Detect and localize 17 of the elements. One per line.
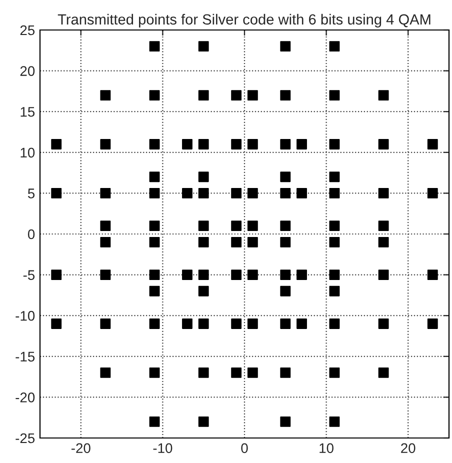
x-tick-label: 20 [401, 443, 416, 454]
chart-title: Transmitted points for Silver code with 6 bits using 4 QAM [58, 14, 430, 28]
y-tick-label: 0 [28, 229, 35, 240]
y-tick-label: -25 [16, 433, 35, 444]
y-tick-label: 15 [20, 107, 35, 117]
y-tick-label: -5 [23, 270, 35, 280]
y-tick-label: 5 [28, 188, 35, 198]
x-tick-label: 10 [320, 443, 334, 454]
y-tick-label: -20 [16, 392, 35, 402]
y-tick-label: -15 [16, 352, 35, 362]
x-tick-label: -10 [153, 443, 172, 454]
x-tick-label: -20 [71, 443, 90, 454]
y-tick-label: 25 [20, 25, 35, 36]
y-tick-label: -10 [16, 310, 35, 321]
y-tick-label: 10 [20, 148, 35, 158]
x-tick-label: 0 [241, 443, 248, 454]
y-tick-label: 20 [20, 66, 35, 76]
